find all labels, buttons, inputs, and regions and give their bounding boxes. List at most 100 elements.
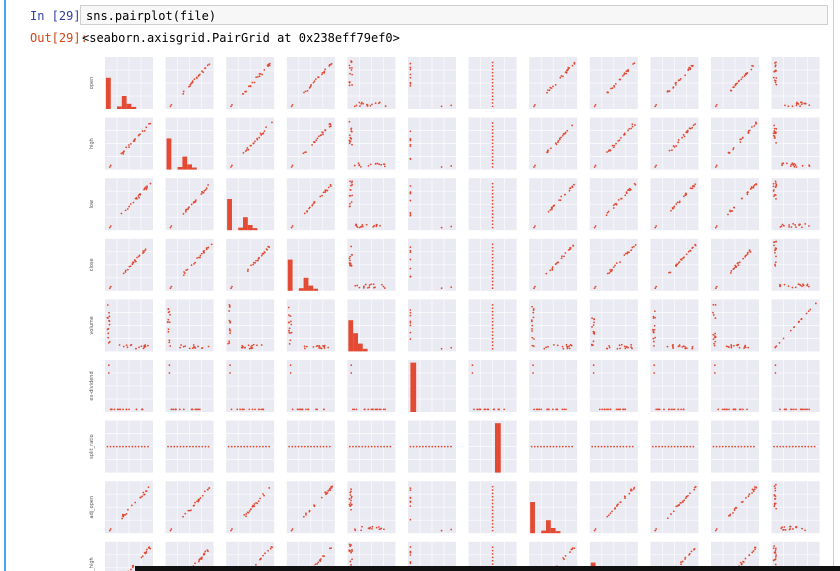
point: [568, 189, 571, 192]
point: [259, 557, 262, 560]
point: [254, 261, 257, 264]
point: [147, 445, 149, 448]
hist-bar: [313, 288, 318, 291]
point: [491, 216, 494, 219]
point: [734, 83, 737, 86]
point: [306, 210, 308, 212]
point: [227, 342, 230, 345]
point: [623, 132, 626, 135]
point: [629, 188, 632, 191]
point: [115, 445, 118, 448]
point: [106, 316, 109, 319]
point: [294, 445, 297, 448]
point: [789, 525, 791, 528]
point: [227, 445, 230, 448]
point: [549, 269, 552, 272]
point: [167, 308, 170, 311]
point: [372, 283, 375, 286]
point: [693, 488, 696, 491]
point: [377, 102, 380, 105]
point: [681, 346, 684, 348]
point: [749, 188, 752, 190]
point: [409, 143, 412, 146]
point: [366, 286, 369, 289]
point: [230, 105, 232, 108]
point: [491, 263, 494, 266]
point: [677, 262, 680, 264]
point: [773, 505, 776, 508]
code-input[interactable]: sns.pairplot(file): [80, 5, 828, 25]
point: [682, 133, 685, 136]
point: [795, 104, 798, 107]
point: [230, 287, 232, 290]
point: [733, 507, 736, 510]
point: [128, 144, 130, 146]
row-label: close: [89, 258, 95, 271]
point: [491, 186, 494, 188]
point: [730, 346, 733, 349]
point: [473, 408, 475, 411]
hist-bar: [303, 277, 309, 291]
point: [355, 408, 358, 411]
point: [491, 102, 494, 104]
point: [795, 226, 797, 229]
point: [147, 344, 149, 347]
point: [491, 243, 494, 246]
point: [386, 445, 389, 448]
point: [634, 244, 637, 246]
point: [795, 526, 798, 528]
point: [687, 250, 690, 253]
point: [545, 272, 548, 275]
point: [368, 284, 371, 286]
point: [530, 445, 533, 448]
hist-bar: [192, 167, 197, 170]
point: [450, 346, 453, 349]
point: [772, 185, 775, 188]
point: [673, 146, 676, 148]
point: [184, 210, 187, 213]
point: [378, 163, 381, 166]
point: [258, 75, 261, 78]
point: [268, 64, 271, 67]
hist-bar: [495, 423, 501, 473]
point: [568, 445, 570, 448]
point: [615, 203, 618, 206]
point: [270, 546, 273, 548]
point: [491, 199, 494, 202]
point: [491, 226, 494, 229]
point: [113, 408, 116, 411]
point: [547, 210, 550, 213]
point: [118, 408, 120, 411]
point: [686, 445, 689, 448]
point: [784, 528, 787, 531]
point: [593, 166, 596, 168]
point: [491, 61, 494, 64]
point: [573, 62, 576, 65]
point: [737, 445, 740, 448]
point: [409, 62, 412, 65]
point: [605, 214, 608, 217]
point: [290, 323, 293, 326]
point: [491, 495, 494, 498]
point: [543, 347, 546, 350]
point: [624, 495, 626, 498]
point: [108, 226, 111, 229]
point: [491, 529, 494, 532]
point: [683, 499, 686, 502]
point: [263, 130, 266, 133]
point: [692, 124, 695, 127]
point: [621, 408, 624, 411]
point: [316, 137, 319, 140]
point: [133, 259, 136, 261]
point: [207, 445, 210, 448]
point: [607, 408, 610, 411]
point: [592, 330, 595, 333]
point: [290, 331, 293, 334]
point: [194, 408, 197, 411]
point: [125, 408, 128, 411]
point: [491, 341, 494, 343]
point: [491, 142, 494, 145]
point: [570, 344, 573, 347]
point: [804, 222, 807, 225]
point: [254, 563, 257, 566]
